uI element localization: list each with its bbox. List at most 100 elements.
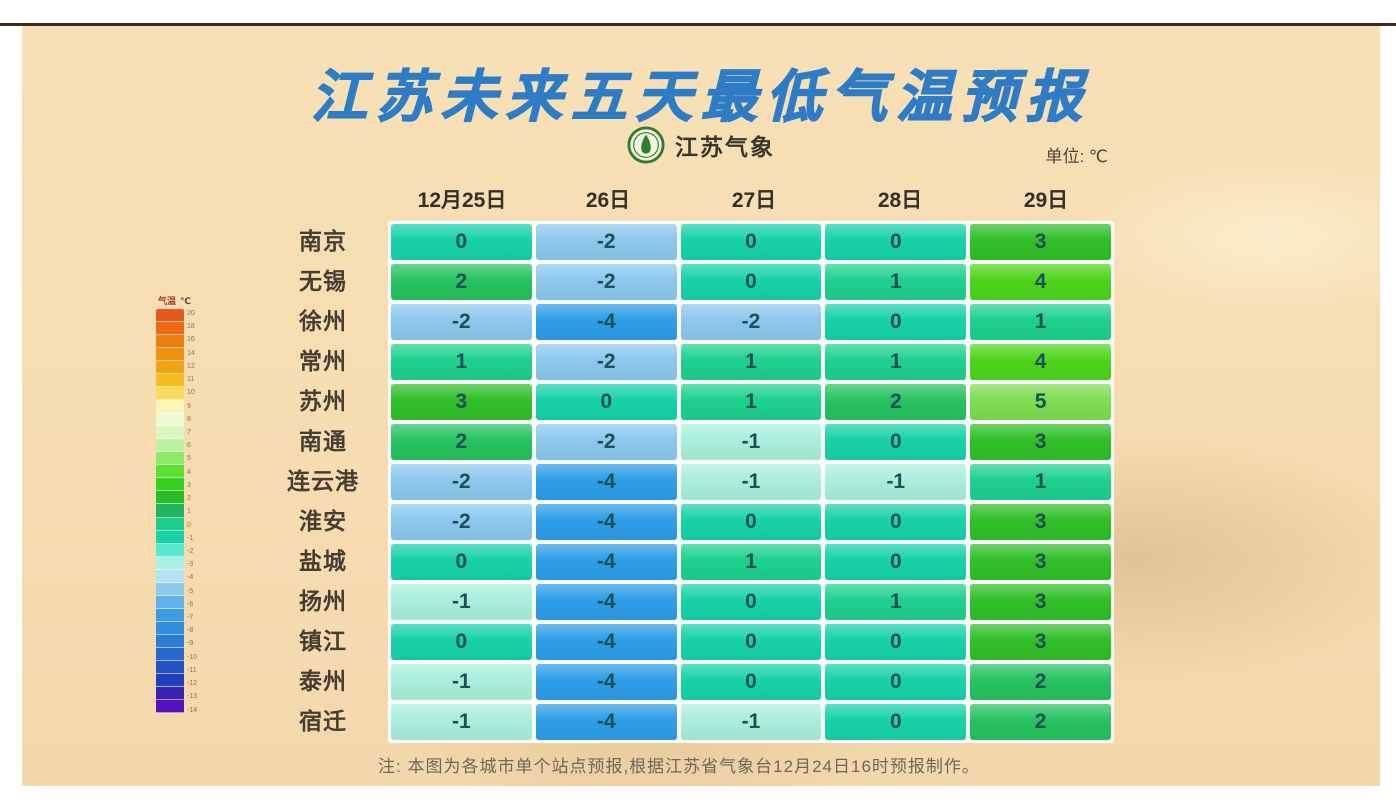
- temp-cell: 0: [680, 224, 822, 260]
- temp-cell: 0: [535, 384, 677, 420]
- legend-tick: 20: [187, 310, 195, 317]
- column-header: 29日: [1023, 189, 1069, 212]
- legend-color-segment: [156, 673, 184, 687]
- page-title: 江苏未来五天最低气温预报: [310, 64, 1091, 129]
- temp-cell: -1: [391, 584, 532, 620]
- temp-cell: -1: [391, 704, 532, 740]
- temp-cell: 5: [970, 384, 1111, 420]
- temp-cell: 0: [825, 704, 967, 740]
- legend-color-segment: [156, 686, 184, 700]
- legend-color-segment: [156, 543, 184, 557]
- temp-cell: -1: [680, 704, 822, 740]
- legend-tick: 4: [187, 468, 191, 476]
- temp-cell: 0: [825, 224, 967, 260]
- legend-header: 气温 ℃: [158, 294, 226, 307]
- temp-cell: -2: [680, 304, 822, 340]
- column-header: 27日: [731, 189, 777, 212]
- legend-color-segment: [156, 452, 184, 466]
- temperature-grid: 0 -2 0 0 3 2 -2 0 1 4 -2 -4 -2 0 1 1 -2 1 1 4 3 0 1 2 5 2 -2 -1 0 3 -2…: [388, 221, 1114, 743]
- row-label-city: 苏州: [299, 388, 347, 414]
- column-header: 12月25日: [417, 189, 507, 212]
- date-header-row: 12月25日 26日 27日 28日 29日: [388, 184, 1120, 214]
- temp-cell: 3: [970, 584, 1111, 620]
- legend-tick: 10: [187, 389, 195, 397]
- temp-cell: -4: [535, 544, 677, 580]
- legend-color-segment: [156, 439, 184, 453]
- temp-cell: 1: [680, 344, 822, 380]
- row-label-city: 淮安: [299, 508, 347, 534]
- legend-tick: -14: [187, 706, 198, 714]
- legend-tick: -12: [187, 680, 198, 688]
- legend-color-segment: [156, 647, 184, 661]
- legend-tick: 6: [187, 442, 191, 450]
- row-label-city: 宿迁: [299, 708, 347, 734]
- legend-tick: -13: [187, 693, 198, 701]
- legend-color-segment: [156, 569, 184, 583]
- legend-tick: -11: [187, 666, 197, 674]
- temp-cell: 0: [825, 304, 967, 340]
- temp-cell: 0: [680, 624, 822, 660]
- temp-cell: -4: [535, 664, 677, 700]
- legend-tick: 0: [187, 521, 191, 529]
- legend-color-segment: [156, 530, 184, 544]
- row-label-city: 镇江: [299, 628, 347, 654]
- legend-color-segment: [156, 582, 184, 596]
- temp-cell: 0: [825, 624, 967, 660]
- legend-color-segment: [156, 426, 184, 440]
- city-label-column: 南京 无锡 徐州 常州 苏州 南通 连云港 淮安 盐城 扬州 镇江 泰州 宿迁: [268, 221, 378, 741]
- temp-cell: 2: [391, 424, 532, 460]
- legend-color-segment: [156, 387, 184, 401]
- temp-cell: 1: [970, 304, 1111, 340]
- temp-cell: 2: [825, 384, 967, 420]
- row-label-city: 南通: [299, 428, 347, 454]
- row-label-city: 南京: [299, 228, 347, 254]
- legend-tick: 8: [187, 415, 191, 423]
- legend-color-segment: [156, 491, 184, 505]
- temp-cell: -4: [535, 584, 677, 620]
- temp-cell: 1: [825, 344, 967, 380]
- legend-title: 气温: [158, 296, 177, 306]
- temp-cell: 3: [970, 544, 1111, 580]
- row-label-city: 连云港: [287, 468, 359, 494]
- temp-cell: 0: [680, 264, 822, 300]
- temp-cell: 0: [825, 424, 967, 460]
- temp-cell: 3: [970, 504, 1111, 540]
- temp-cell: 0: [680, 664, 822, 700]
- legend-tick: 1: [187, 508, 191, 516]
- legend-color-segment: [156, 556, 184, 570]
- temp-cell: 0: [680, 584, 822, 620]
- legend-color-segment: [156, 361, 184, 375]
- temp-cell: -1: [680, 464, 822, 500]
- jiangsu-meteorology-logo-icon: [627, 126, 665, 164]
- brand-name: 江苏气象: [675, 134, 775, 160]
- legend-tick: -1: [187, 534, 194, 542]
- legend-color-segment: [156, 595, 184, 609]
- temp-cell: -1: [680, 424, 822, 460]
- legend-color-segment: [156, 608, 184, 622]
- legend-color-segment: [156, 621, 184, 635]
- row-label-city: 徐州: [299, 308, 347, 334]
- temp-cell: 0: [391, 544, 532, 580]
- legend-tick-labels: 20 18 16 14 12 11 10 9 8 7 6 5 4 3 2 1 0 -1 -2 -3 -4 -5 -6 -7 -8…: [187, 309, 197, 715]
- temp-cell: 0: [825, 664, 967, 700]
- temp-cell: 2: [391, 264, 532, 300]
- temp-cell: -2: [391, 464, 532, 500]
- legend-color-segment: [156, 634, 184, 648]
- legend-color-segment: [156, 465, 184, 479]
- legend-tick: 7: [187, 428, 191, 436]
- legend-color-segment: [156, 699, 184, 713]
- temp-cell: -1: [825, 464, 967, 500]
- legend-tick: 2: [187, 495, 191, 503]
- row-label-city: 无锡: [299, 268, 347, 294]
- legend-color-segment: [156, 478, 184, 492]
- unit-label: 单位: ℃: [1045, 147, 1108, 166]
- temp-cell: -4: [535, 464, 677, 500]
- legend-tick: 18: [187, 323, 195, 331]
- temp-cell: 3: [970, 224, 1111, 260]
- temp-cell: 1: [680, 544, 822, 580]
- temp-cell: -1: [391, 664, 532, 700]
- legend-color-segment: [156, 504, 184, 518]
- temp-cell: 4: [970, 344, 1111, 380]
- brand-row: 江苏气象: [22, 126, 1380, 164]
